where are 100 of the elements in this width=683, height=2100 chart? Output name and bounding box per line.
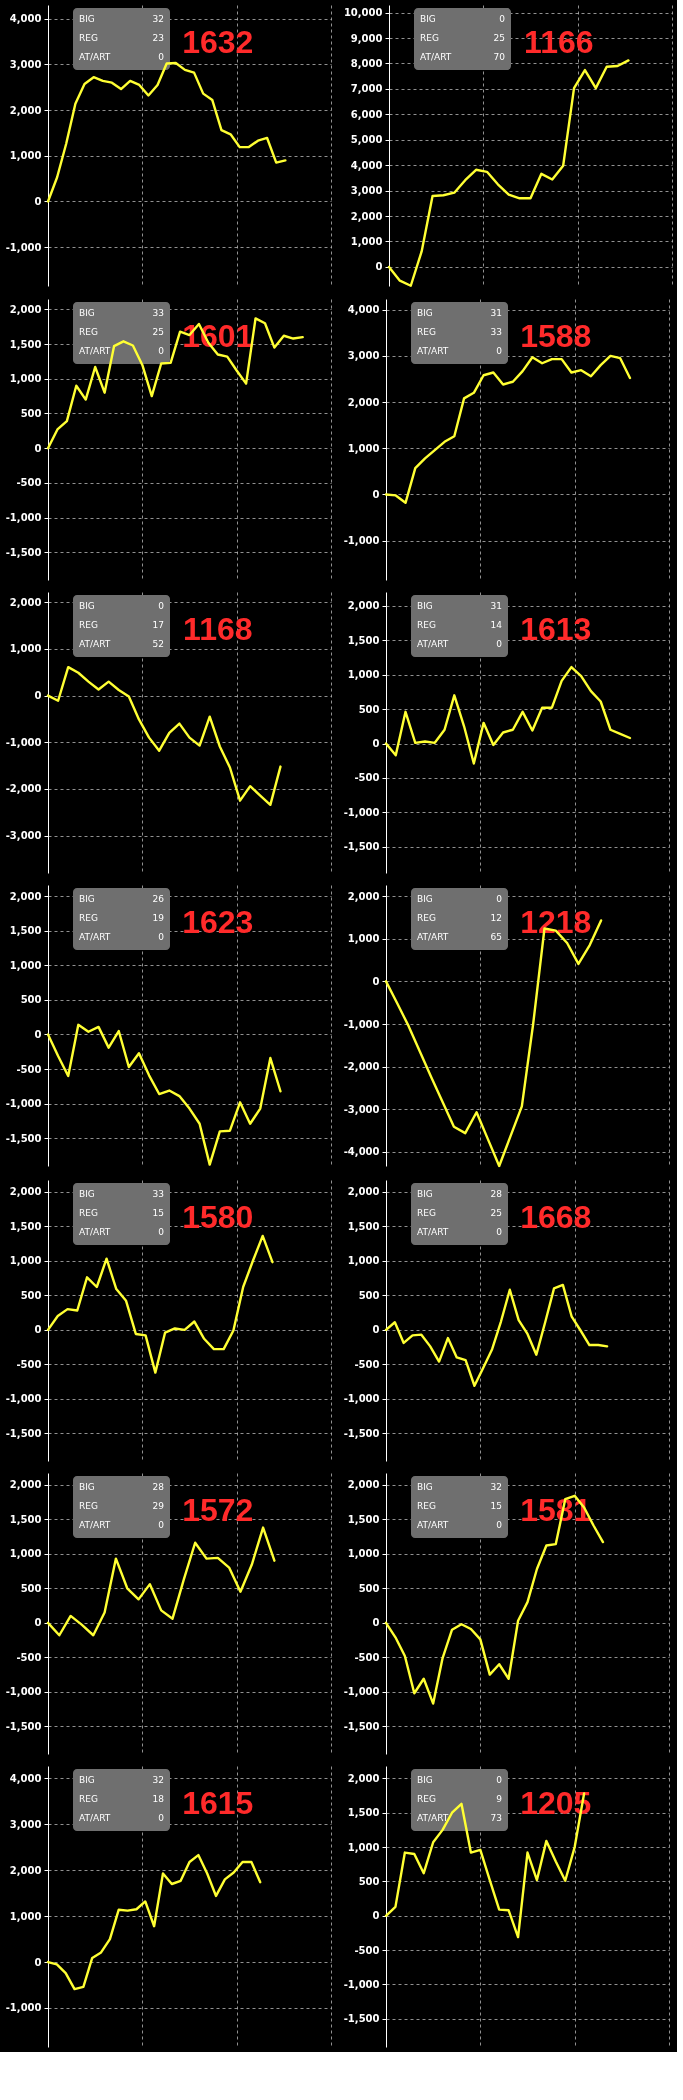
annotation: 0 <box>158 52 165 62</box>
text: 1632 <box>182 24 254 60</box>
y-tick-label: 1,500 <box>347 1220 380 1232</box>
y-tick-label: -500 <box>16 1358 42 1370</box>
annotation: BIG <box>79 1775 95 1785</box>
y-tick-label: -4,000 <box>343 1146 380 1158</box>
annotation: BIG <box>79 894 95 904</box>
annotation: AT/ART <box>417 1520 449 1530</box>
y-tick-label: -500 <box>354 1358 380 1370</box>
annotation: 0 <box>496 346 503 356</box>
y-tick-label: 1,000 <box>9 643 42 655</box>
y-tick-label: 0 <box>34 195 42 207</box>
y-tick-label: -1,000 <box>343 1978 380 1990</box>
y-tick-label: 2,000 <box>9 890 42 902</box>
annotation: 33 <box>490 327 502 337</box>
y-tick-label: 10,000 <box>343 7 383 19</box>
y-tick-label: 1,000 <box>9 1548 42 1560</box>
annotation: 28 <box>152 1482 165 1492</box>
y-tick-label: -2,000 <box>5 783 42 795</box>
annotation: 23 <box>152 33 164 43</box>
y-tick-label: 1,000 <box>9 373 42 385</box>
annotation: 15 <box>152 1208 164 1218</box>
annotation: BIG <box>79 14 95 24</box>
annotation: 0 <box>499 14 506 24</box>
annotation: BIG <box>417 1775 433 1785</box>
y-tick-label: -1,000 <box>5 2002 42 2014</box>
y-tick-label: 4,000 <box>350 159 383 171</box>
annotation: 15 <box>490 1501 502 1511</box>
y-tick-label: 1,000 <box>347 442 380 454</box>
annotation: AT/ART <box>417 1227 449 1237</box>
annotation: 33 <box>152 1189 164 1199</box>
text: 1588 <box>520 318 592 354</box>
text: 1615 <box>182 1785 254 1821</box>
y-tick-label: -500 <box>16 1651 42 1663</box>
annotation: BIG <box>79 308 95 318</box>
y-tick-label: 2,000 <box>350 210 383 222</box>
y-tick-label: 1,500 <box>9 1220 42 1232</box>
y-tick-label: 5,000 <box>350 134 383 146</box>
text: 1623 <box>182 904 254 940</box>
y-tick-label: 3,000 <box>9 58 42 70</box>
y-tick-label: -1,000 <box>5 736 42 748</box>
y-tick-label: 0 <box>34 1617 42 1629</box>
annotation: AT/ART <box>79 932 111 942</box>
y-tick-label: 500 <box>20 1582 42 1594</box>
y-tick-label: 0 <box>34 442 42 454</box>
annotation: 0 <box>158 1813 165 1823</box>
y-tick-label: -1,000 <box>5 512 42 524</box>
annotation: BIG <box>417 1482 433 1492</box>
annotation: AT/ART <box>79 1813 111 1823</box>
y-tick-label: 3,000 <box>350 185 383 197</box>
y-tick-label: -1,500 <box>343 1720 380 1732</box>
annotation: 18 <box>152 1794 165 1804</box>
y-tick-label: 2,000 <box>9 596 42 608</box>
y-tick-label: 500 <box>20 407 42 419</box>
line-series <box>46 1853 262 1991</box>
annotation: REG <box>79 33 98 43</box>
y-tick-label: -1,000 <box>343 1686 380 1698</box>
y-tick-label: -1,000 <box>5 1393 42 1405</box>
annotation: BIG <box>79 1189 95 1199</box>
y-tick-label: 2,000 <box>347 890 380 902</box>
y-tick-label: -1,500 <box>5 546 42 558</box>
y-tick-label: 1,000 <box>9 959 42 971</box>
y-tick-label: 500 <box>358 703 380 715</box>
y-tick-label: -1,500 <box>343 2013 380 2025</box>
y-tick-label: -1,000 <box>343 535 380 547</box>
text: 1613 <box>520 611 592 647</box>
annotation: 0 <box>158 346 165 356</box>
annotation: 31 <box>490 308 502 318</box>
annotation: 29 <box>152 1501 165 1511</box>
y-tick-label: 500 <box>358 1289 380 1301</box>
annotation: REG <box>79 1794 98 1804</box>
annotation: 0 <box>496 1227 503 1237</box>
line-series <box>46 665 282 807</box>
annotation: AT/ART <box>420 52 452 62</box>
annotation: REG <box>417 913 436 923</box>
y-tick-label: 0 <box>372 738 380 750</box>
y-tick-label: 500 <box>20 994 42 1006</box>
y-tick-label: 3,000 <box>9 1818 42 1830</box>
annotation: REG <box>79 913 98 923</box>
line-series <box>384 354 632 505</box>
y-tick-label: 7,000 <box>350 83 383 95</box>
y-tick-label: 2,000 <box>347 396 380 408</box>
annotation: REG <box>420 33 439 43</box>
y-tick-label: -1,500 <box>343 841 380 853</box>
annotation: 17 <box>152 620 164 630</box>
annotation: 25 <box>152 327 164 337</box>
annotation: BIG <box>417 601 433 611</box>
y-tick-label: -1,000 <box>5 1098 42 1110</box>
y-tick-label: 4,000 <box>9 13 42 25</box>
annotation: 52 <box>152 639 164 649</box>
y-tick-label: 500 <box>20 1289 42 1301</box>
y-tick-label: -1,500 <box>343 1427 380 1439</box>
annotation: BIG <box>417 894 433 904</box>
y-tick-label: 1,500 <box>347 1807 380 1819</box>
line-series <box>46 1234 274 1374</box>
y-tick-label: 2,000 <box>347 1186 380 1198</box>
y-tick-label: 1,000 <box>347 1841 380 1853</box>
y-tick-label: -3,000 <box>343 1103 380 1115</box>
y-tick-label: 2,000 <box>9 1479 42 1491</box>
annotation: AT/ART <box>417 639 449 649</box>
